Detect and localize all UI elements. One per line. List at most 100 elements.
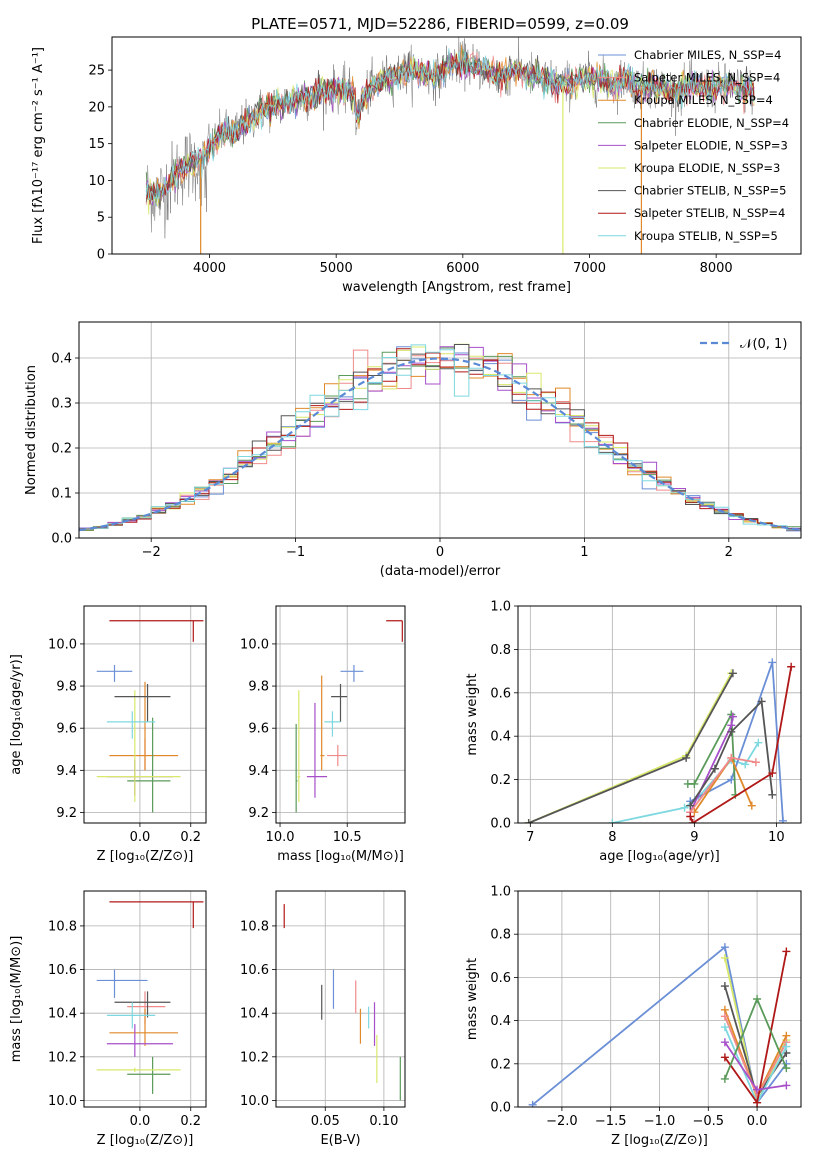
weight-point-marker	[727, 727, 736, 736]
weight-point-marker	[753, 1098, 762, 1107]
x-tick-label: 8000	[700, 261, 733, 276]
weight-point-marker	[524, 819, 533, 823]
y-tick-label: 9.2	[248, 806, 269, 821]
weight-point-marker	[710, 764, 719, 773]
plot-area-mass_weight_vs_age	[524, 658, 796, 823]
residual-histogram	[79, 344, 801, 530]
y-tick-label: 10.2	[48, 1050, 77, 1065]
weight-series-line	[689, 666, 793, 823]
plot-area-mass_vs_ebv	[283, 904, 401, 1101]
plot-area-age_vs_Z	[96, 620, 204, 813]
y-tick-label: 10.0	[240, 637, 269, 652]
x-tick-label: 0.0	[130, 830, 151, 845]
weight-point-marker	[753, 1085, 762, 1094]
y-tick-label: 5	[97, 211, 105, 226]
x-tick-label: −1	[286, 545, 305, 560]
y-axis-label: mass weight	[465, 958, 480, 1040]
weight-point-marker	[720, 982, 729, 991]
plot-area-mass_vs_Z	[96, 901, 204, 1094]
y-tick-label: 0.4	[490, 730, 511, 745]
weight-point-marker	[782, 1081, 791, 1090]
weight-point-marker	[778, 816, 787, 823]
axes-frame	[517, 890, 802, 1108]
y-tick-label: 10.8	[240, 919, 269, 934]
weight-point-marker	[782, 947, 791, 956]
plot-area-spectrum	[145, 37, 755, 254]
x-tick-label: 0.0	[130, 1114, 151, 1129]
y-tick-label: 10.4	[240, 1007, 269, 1022]
x-tick-label: 7	[526, 830, 534, 845]
figure-title: PLATE=0571, MJD=52286, FIBERID=0599, z=0…	[251, 15, 629, 33]
legend-entry: Salpeter STELIB, N_SSP=4	[634, 206, 785, 220]
x-tick-label: 10.0	[266, 830, 295, 845]
weight-point-marker	[720, 1074, 729, 1083]
legend-entry: Salpeter MILES, N_SSP=4	[634, 71, 780, 85]
x-tick-label: 0.2	[180, 1114, 201, 1129]
plot-area-residuals	[79, 343, 801, 532]
weight-point-marker	[720, 1053, 729, 1062]
y-tick-label: 10.0	[240, 1094, 269, 1109]
weight-point-marker	[787, 662, 796, 671]
x-tick-label: 2	[725, 545, 733, 560]
y-tick-label: 0.0	[490, 817, 511, 832]
y-tick-label: 10.6	[240, 963, 269, 978]
weight-point-marker	[782, 1042, 791, 1051]
panel-mass_weight_vs_age: 7 8 9 10 0.0 0.2 0.4 0.6 0.8 1.0 age [log₁₀(age/yr…	[465, 600, 802, 864]
x-tick-label: −2	[142, 545, 161, 560]
legend-entry: Kroupa MILES, N_SSP=4	[634, 93, 773, 107]
weight-series-line	[532, 945, 788, 1106]
x-tick-label: −1.0	[644, 1114, 676, 1129]
x-tick-label: 9	[690, 830, 698, 845]
x-tick-label: 4000	[193, 261, 226, 276]
weight-point-marker	[720, 1012, 729, 1021]
x-tick-label: 1	[580, 545, 588, 560]
panel-spectrum: 4000 5000 6000 7000 8000 0 5 10 15 20 25 wavelength…	[31, 36, 802, 295]
weight-point-marker	[728, 669, 737, 678]
y-axis-label: mass [log₁₀(M/M⊙)]	[9, 936, 24, 1063]
y-tick-label: 1.0	[490, 885, 511, 900]
weight-point-marker	[720, 1023, 729, 1032]
y-tick-label: 1.0	[490, 600, 511, 615]
x-axis-label: Z [log₁₀(Z/Z⊙)]	[97, 849, 194, 864]
legend-entry: Chabrier ELODIE, N_SSP=4	[634, 116, 789, 130]
x-axis-label: age [log₁₀(age/yr)]	[599, 849, 720, 864]
y-tick-label: 10.8	[48, 919, 77, 934]
y-tick-label: 0.4	[490, 1014, 511, 1029]
weight-point-marker	[690, 779, 699, 788]
y-tick-label: 10.4	[48, 1007, 77, 1022]
axes-frame	[111, 36, 802, 255]
panel-mass_weight_vs_Z: −2.0 −1.5 −1.0 −0.5 0.0 0.0 0.2 0.4 0.6 0.8 1.0 Z […	[465, 885, 802, 1148]
x-axis-label: (data-model)/error	[380, 564, 501, 579]
y-tick-label: 9.2	[56, 806, 77, 821]
weight-point-marker	[720, 943, 729, 952]
y-tick-label: 10.0	[48, 1094, 77, 1109]
legend-entry: Salpeter ELODIE, N_SSP=3	[634, 138, 788, 152]
weight-point-marker	[741, 760, 750, 769]
y-tick-label: 9.8	[56, 680, 77, 695]
x-axis-label: wavelength [Angstrom, rest frame]	[342, 280, 571, 295]
panel-mass_vs_Z: 0.0 0.2 10.0 10.2 10.4 10.6 10.8 Z [log₁₀(Z/Z⊙)…	[9, 890, 207, 1148]
axes-frame	[275, 890, 406, 1108]
weight-point-marker	[720, 953, 729, 962]
y-tick-label: 0.2	[490, 1057, 511, 1072]
x-tick-label: 0	[436, 545, 444, 560]
y-tick-label: 0.8	[490, 643, 511, 658]
x-tick-label: −2.0	[546, 1114, 578, 1129]
model-spectrum	[145, 48, 755, 201]
axes-frame	[83, 605, 207, 824]
x-axis-label: Z [log₁₀(Z/Z⊙)]	[611, 1133, 708, 1148]
plot-area-age_vs_mass	[295, 620, 403, 813]
x-tick-label: 6000	[446, 261, 479, 276]
panel-age_vs_Z: 0.0 0.2 9.2 9.4 9.6 9.8 10.0 Z [log₁₀(Z/Z⊙)] age…	[9, 605, 207, 864]
x-axis-label: mass [log₁₀(M/M⊙)]	[277, 849, 404, 864]
weight-point-marker	[680, 803, 689, 812]
y-axis-label: Normed distribution	[24, 365, 39, 495]
legend-entry: 𝒩(0, 1)	[740, 337, 787, 352]
y-tick-label: 9.4	[56, 764, 77, 779]
x-tick-label: 7000	[573, 261, 606, 276]
y-tick-label: 0.0	[490, 1101, 511, 1116]
weight-point-marker	[782, 1064, 791, 1073]
axes-frame	[83, 890, 207, 1108]
